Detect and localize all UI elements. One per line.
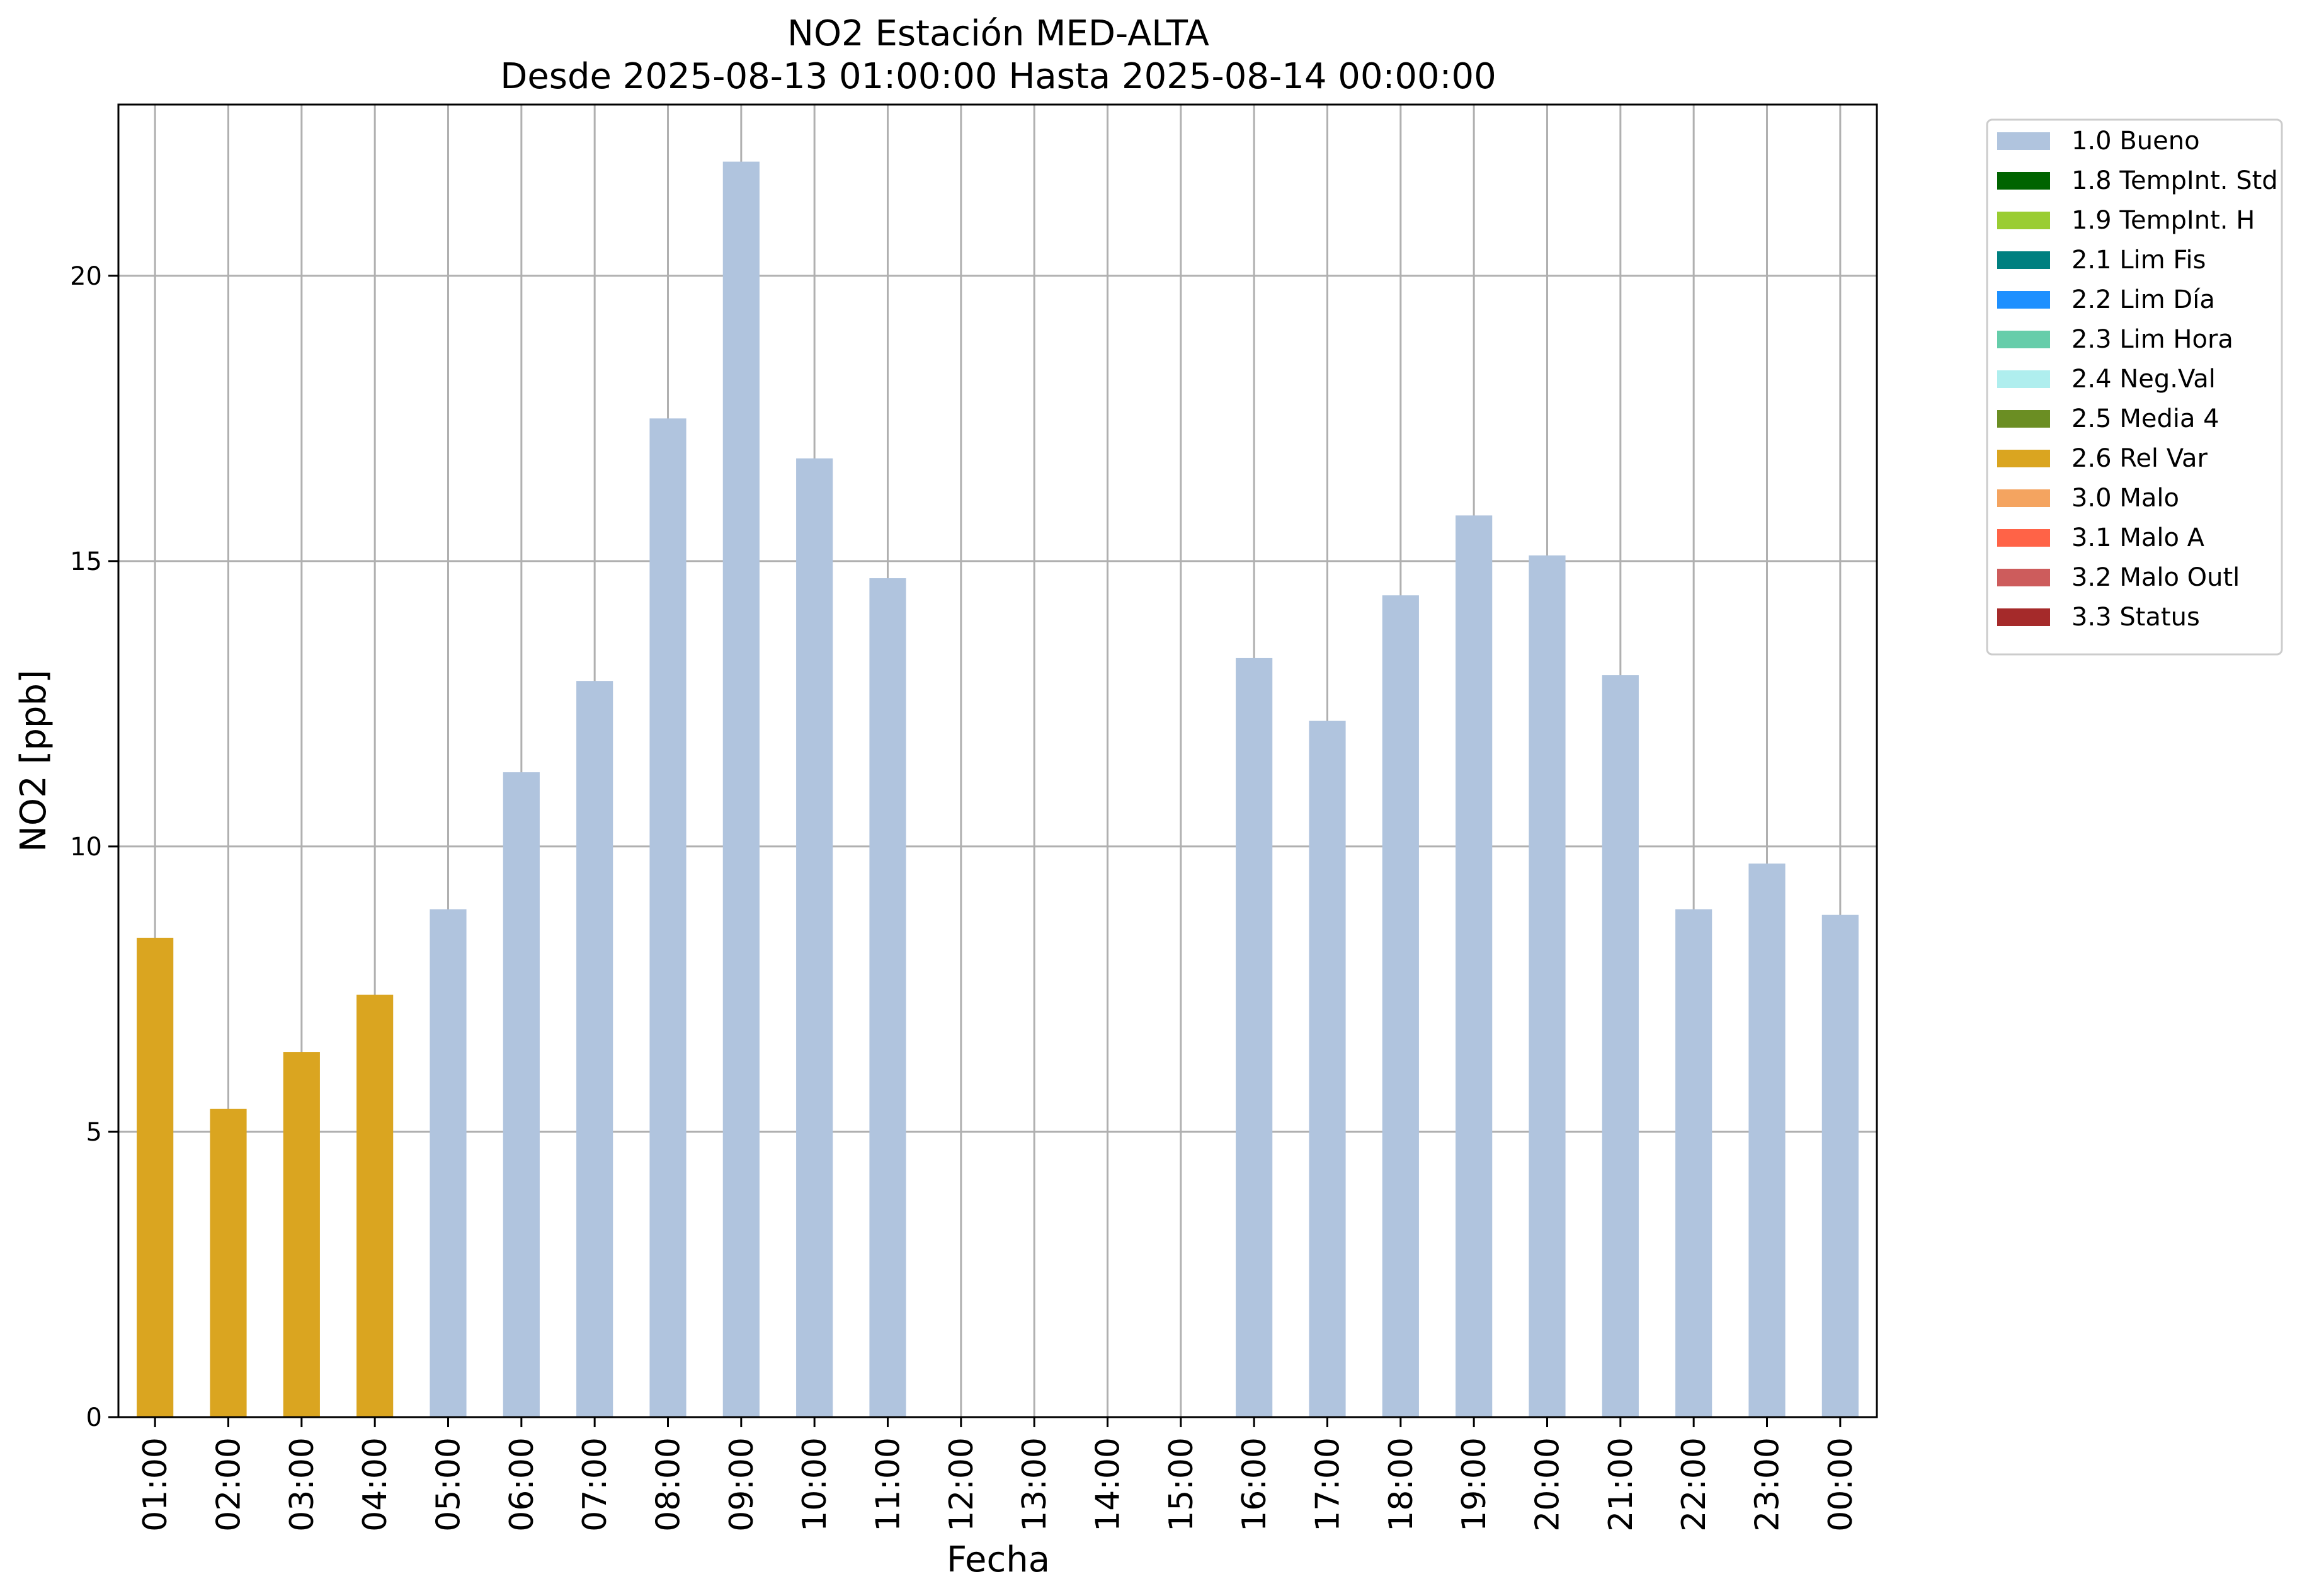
legend-swatch: [1997, 529, 2050, 547]
legend-label: 1.9 TempInt. H: [2071, 206, 2255, 235]
bar-02:00: [210, 1109, 247, 1417]
legend-swatch: [1997, 132, 2050, 150]
x-tick-label: 08:00: [650, 1437, 688, 1532]
bar-11:00: [869, 578, 906, 1417]
x-tick-label: 21:00: [1602, 1437, 1640, 1532]
x-tick-label: 06:00: [503, 1437, 541, 1532]
legend-swatch: [1997, 370, 2050, 388]
chart-subtitle: Desde 2025-08-13 01:00:00 Hasta 2025-08-…: [500, 56, 1496, 97]
bar-18:00: [1382, 595, 1419, 1417]
bars: [137, 161, 1859, 1418]
bar-21:00: [1602, 675, 1639, 1417]
bar-22:00: [1675, 909, 1712, 1417]
x-tick-label: 16:00: [1236, 1437, 1273, 1532]
legend-swatch: [1997, 251, 2050, 269]
bar-16:00: [1236, 658, 1273, 1417]
y-axis: 0 5 10 15 20: [70, 262, 118, 1432]
legend-label: 1.8 TempInt. Std: [2071, 166, 2278, 195]
legend-label: 3.0 Malo: [2071, 484, 2179, 513]
x-tick-label: 09:00: [723, 1437, 761, 1532]
bar-10:00: [796, 458, 833, 1417]
legend-label: 3.3 Status: [2071, 603, 2200, 632]
legend-swatch: [1997, 450, 2050, 467]
legend-label: 2.5 Media 4: [2071, 404, 2219, 433]
x-tick-label: 07:00: [576, 1437, 614, 1532]
x-tick-label: 14:00: [1090, 1437, 1127, 1532]
x-tick-label: 05:00: [430, 1437, 468, 1532]
legend-swatch: [1997, 410, 2050, 428]
x-tick-label: 13:00: [1016, 1437, 1054, 1532]
bar-09:00: [722, 161, 760, 1418]
chart-title: NO2 Estación MED-ALTA: [787, 13, 1209, 54]
bar-00:00: [1821, 915, 1859, 1417]
legend-label: 1.0 Bueno: [2071, 127, 2200, 156]
x-tick-label: 03:00: [283, 1437, 321, 1532]
x-tick-label: 22:00: [1675, 1437, 1713, 1532]
legend-label: 2.2 Lim Día: [2071, 285, 2215, 314]
bar-06:00: [503, 772, 540, 1417]
x-tick-label: 11:00: [870, 1437, 908, 1532]
legend-label: 2.4 Neg.Val: [2071, 365, 2216, 394]
x-tick-label: 04:00: [356, 1437, 394, 1532]
x-tick-label: 20:00: [1529, 1437, 1567, 1532]
x-tick-label: 19:00: [1456, 1437, 1493, 1532]
x-tick-label: 15:00: [1163, 1437, 1200, 1532]
y-tick-label: 0: [86, 1403, 102, 1432]
legend-swatch: [1997, 489, 2050, 507]
legend-label: 3.2 Malo Outl: [2071, 563, 2240, 592]
plot-area-frame: [117, 103, 1878, 1418]
x-tick-label: 23:00: [1749, 1437, 1787, 1532]
legend: 1.0 Bueno 1.8 TempInt. Std 1.9 TempInt. H 2…: [1986, 118, 2283, 656]
x-axis-label: Fecha: [947, 1539, 1050, 1580]
bar-03:00: [283, 1052, 320, 1417]
x-tick-label: 12:00: [943, 1437, 981, 1532]
legend-label: 3.1 Malo A: [2071, 523, 2205, 552]
bar-05:00: [430, 909, 467, 1417]
y-tick-label: 15: [70, 547, 102, 576]
legend-label: 2.6 Rel Var: [2071, 444, 2208, 473]
bar-01:00: [137, 937, 174, 1417]
y-tick-label: 20: [70, 262, 102, 291]
legend-box: [1986, 118, 2283, 656]
x-axis: 01:00 02:00 03:00 04:00 05:00 06:00 07:00 08:00…: [137, 1417, 1860, 1532]
legend-swatch: [1997, 331, 2050, 348]
bar-17:00: [1309, 721, 1346, 1417]
legend-swatch: [1997, 291, 2050, 309]
x-tick-label: 17:00: [1309, 1437, 1347, 1532]
legend-label: 2.3 Lim Hora: [2071, 325, 2233, 354]
x-tick-label: 18:00: [1382, 1437, 1420, 1532]
x-tick-label: 00:00: [1822, 1437, 1860, 1532]
x-tick-label: 10:00: [796, 1437, 834, 1532]
legend-swatch: [1997, 608, 2050, 626]
y-axis-label: NO2 [ppb]: [13, 670, 54, 852]
bar-20:00: [1529, 555, 1566, 1417]
bar-08:00: [649, 418, 687, 1417]
bar-19:00: [1456, 515, 1493, 1418]
bar-04:00: [356, 995, 394, 1417]
x-tick-label: 01:00: [137, 1437, 174, 1532]
y-tick-label: 10: [70, 833, 102, 862]
legend-swatch: [1997, 569, 2050, 586]
x-tick-label: 02:00: [210, 1437, 248, 1532]
legend-swatch: [1997, 172, 2050, 190]
y-tick-label: 5: [86, 1118, 102, 1147]
legend-swatch: [1997, 212, 2050, 229]
legend-label: 2.1 Lim Fis: [2071, 246, 2206, 275]
bar-07:00: [576, 681, 613, 1417]
bar-23:00: [1748, 864, 1786, 1417]
